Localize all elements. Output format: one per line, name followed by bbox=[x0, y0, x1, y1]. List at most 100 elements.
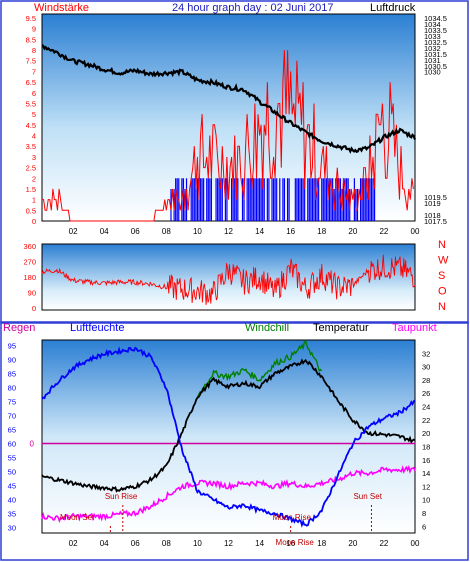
direction-tick-label: 180 bbox=[23, 273, 36, 282]
wind-direction-series-line bbox=[41, 254, 416, 305]
direction-tick-label: 270 bbox=[23, 258, 36, 267]
wind-tick-label: 6 bbox=[32, 89, 36, 98]
compass-label: O bbox=[438, 286, 447, 298]
humidity-tick-label: 55 bbox=[8, 453, 16, 462]
x-tick-label: 00 bbox=[411, 539, 420, 548]
wind-tick-label: 0 bbox=[32, 217, 36, 226]
astro-annotation: Moon Set bbox=[60, 513, 95, 522]
pressure-tick-label: 1033.5 bbox=[424, 26, 447, 35]
x-tick-label: 22 bbox=[379, 539, 388, 548]
wind-tick-label: 8.5 bbox=[26, 35, 36, 44]
temperature-tick-label: 24 bbox=[422, 403, 430, 412]
windchill-series-line bbox=[196, 339, 323, 398]
wind-tick-label: 7.5 bbox=[26, 57, 36, 66]
x-tick-label: 22 bbox=[379, 227, 388, 236]
wind-tick-label: 2.5 bbox=[26, 164, 36, 173]
x-tick-label: 18 bbox=[317, 227, 326, 236]
wind-tick-label: 9 bbox=[32, 25, 36, 34]
humidity-tick-label: 95 bbox=[8, 342, 16, 351]
pressure-tick-label: 1019.5 bbox=[424, 193, 447, 202]
pressure-tick-label: 1031 bbox=[424, 56, 441, 65]
windchill-label: Windchill bbox=[245, 322, 289, 334]
x-tick-label: 00 bbox=[411, 227, 420, 236]
wind-tick-label: 1 bbox=[32, 196, 36, 205]
x-tick-label: 10 bbox=[193, 227, 202, 236]
x-tick-label: 20 bbox=[348, 539, 357, 548]
pressure-tick-label: 1030.5 bbox=[424, 62, 447, 71]
temperature-tick-label: 6 bbox=[422, 522, 426, 531]
astro-annotation: Sun Rise bbox=[105, 492, 138, 501]
temperature-tick-label: 14 bbox=[422, 469, 430, 478]
humidity-series-line bbox=[41, 346, 416, 528]
compass-label: S bbox=[438, 270, 445, 282]
pressure-tick-label: 1017.5 bbox=[424, 217, 447, 226]
compass-label: N bbox=[438, 239, 446, 251]
wind-tick-label: 3.5 bbox=[26, 142, 36, 151]
humidity-tick-label: 35 bbox=[8, 509, 16, 518]
wind-tick-label: 8 bbox=[32, 46, 36, 55]
pressure-tick-label: 1033 bbox=[424, 32, 441, 41]
bottom-frame bbox=[0, 321, 469, 561]
wind-tick-label: 0.5 bbox=[26, 206, 36, 215]
humidity-label: Luftfeuchte bbox=[70, 322, 124, 334]
wind-tick-label: 1.5 bbox=[26, 185, 36, 194]
wind-tick-label: 4 bbox=[32, 132, 36, 141]
x-tick-label: 04 bbox=[100, 227, 109, 236]
humidity-tick-label: 45 bbox=[8, 481, 16, 490]
x-tick-label: 04 bbox=[100, 539, 109, 548]
wind-axis-title: Windstärke bbox=[34, 2, 89, 14]
astro-annotation: Moon Rise bbox=[276, 538, 315, 547]
dewpoint-series-line bbox=[41, 464, 416, 523]
pressure-axis-title: Luftdruck bbox=[370, 2, 416, 14]
temperature-humidity-plot-area bbox=[41, 339, 416, 534]
x-tick-label: 20 bbox=[348, 227, 357, 236]
wind-tick-label: 5.5 bbox=[26, 99, 36, 108]
x-tick-label: 14 bbox=[255, 227, 264, 236]
wind-tick-label: 3 bbox=[32, 153, 36, 162]
pressure-tick-label: 1019 bbox=[424, 199, 441, 208]
wind-tick-label: 2 bbox=[32, 174, 36, 183]
direction-tick-label: 360 bbox=[23, 242, 36, 251]
compass-label: N bbox=[438, 301, 446, 313]
temperature-tick-label: 8 bbox=[422, 509, 426, 518]
humidity-tick-label: 80 bbox=[8, 384, 16, 393]
temperature-tick-label: 28 bbox=[422, 376, 430, 385]
temperature-label: Temperatur bbox=[313, 322, 369, 334]
temperature-tick-label: 10 bbox=[422, 496, 430, 505]
x-tick-label: 08 bbox=[162, 539, 171, 548]
humidity-tick-label: 65 bbox=[8, 426, 16, 435]
humidity-tick-label: 60 bbox=[8, 439, 16, 448]
rain-zero-label: 0 bbox=[30, 439, 35, 448]
humidity-tick-label: 40 bbox=[8, 495, 16, 504]
x-tick-label: 02 bbox=[69, 227, 78, 236]
wind-tick-label: 9.5 bbox=[26, 14, 36, 23]
x-tick-label: 16 bbox=[286, 539, 295, 548]
dewpoint-label: Taupunkt bbox=[392, 322, 437, 334]
x-tick-label: 16 bbox=[286, 227, 295, 236]
temperature-tick-label: 20 bbox=[422, 429, 430, 438]
top-frame bbox=[0, 0, 469, 324]
humidity-tick-label: 75 bbox=[8, 398, 16, 407]
humidity-tick-label: 30 bbox=[8, 523, 16, 532]
humidity-tick-label: 90 bbox=[8, 356, 16, 365]
x-tick-label: 12 bbox=[224, 227, 233, 236]
temperature-tick-label: 32 bbox=[422, 349, 430, 358]
temperature-tick-label: 12 bbox=[422, 482, 430, 491]
direction-tick-label: 0 bbox=[32, 304, 36, 313]
wind-tick-label: 6.5 bbox=[26, 78, 36, 87]
chart-title: 24 hour graph day : 02 Juni 2017 bbox=[172, 2, 333, 14]
pressure-series-line bbox=[41, 44, 417, 154]
wind-tick-label: 7 bbox=[32, 67, 36, 76]
temperature-tick-label: 30 bbox=[422, 363, 430, 372]
wind-tick-label: 4.5 bbox=[26, 121, 36, 130]
humidity-tick-label: 85 bbox=[8, 370, 16, 379]
astro-annotation: Sun Set bbox=[353, 492, 382, 501]
rain-label: Regen bbox=[3, 322, 35, 334]
pressure-tick-label: 1034.5 bbox=[424, 14, 447, 23]
pressure-tick-label: 1018 bbox=[424, 211, 441, 220]
x-tick-label: 12 bbox=[224, 539, 233, 548]
humidity-tick-label: 50 bbox=[8, 467, 16, 476]
x-tick-label: 18 bbox=[317, 539, 326, 548]
x-tick-label: 08 bbox=[162, 227, 171, 236]
